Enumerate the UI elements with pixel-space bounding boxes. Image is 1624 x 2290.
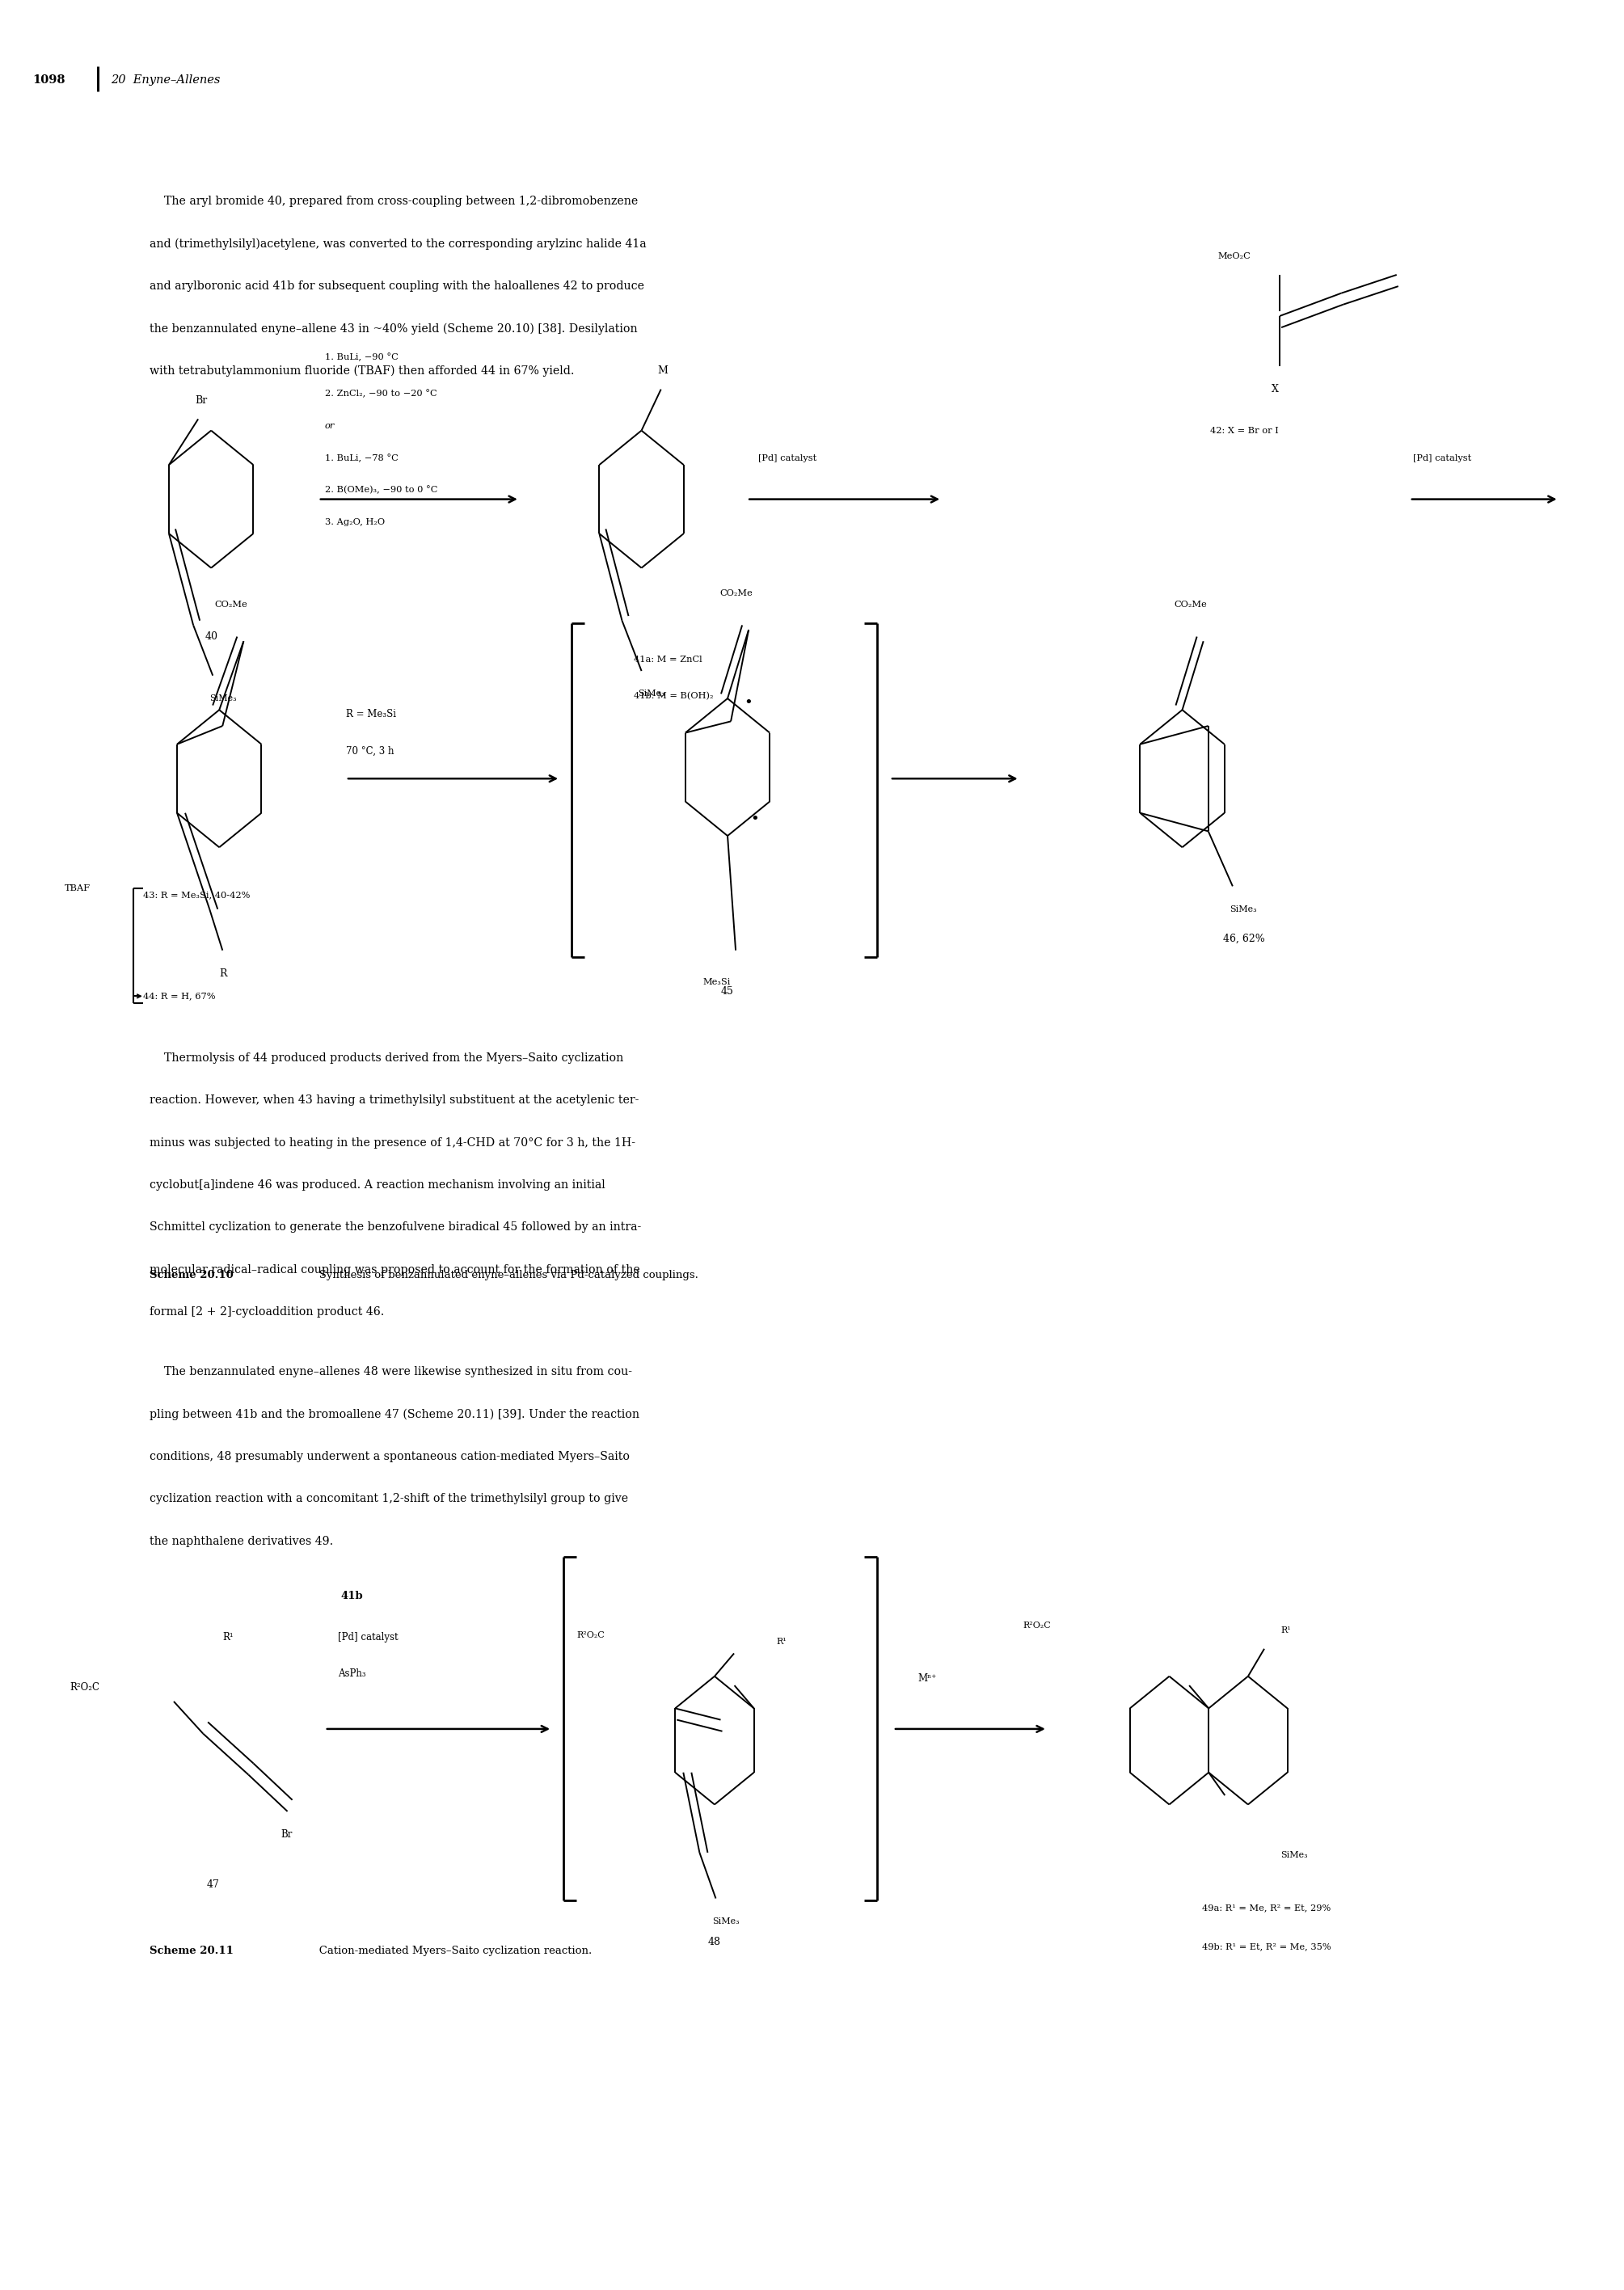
Text: with tetrabutylammonium fluoride (TBAF) then afforded 44 in 67% yield.: with tetrabutylammonium fluoride (TBAF) … xyxy=(149,364,575,378)
Text: SiMe₃: SiMe₃ xyxy=(1280,1850,1307,1859)
Text: •: • xyxy=(744,696,752,710)
Text: formal [2 + 2]-cycloaddition product 46.: formal [2 + 2]-cycloaddition product 46. xyxy=(149,1308,385,1317)
Text: the benzannulated enyne–allene 43 in ~40% yield (Scheme 20.10) [38]. Desilylatio: the benzannulated enyne–allene 43 in ~40… xyxy=(149,323,637,334)
Text: R¹: R¹ xyxy=(776,1637,786,1647)
Text: 1. BuLi, −78 °C: 1. BuLi, −78 °C xyxy=(325,453,398,463)
Text: 42: X = Br or I: 42: X = Br or I xyxy=(1210,426,1278,435)
Text: Schmittel cyclization to generate the benzofulvene biradical 45 followed by an i: Schmittel cyclization to generate the be… xyxy=(149,1223,641,1232)
Text: 40: 40 xyxy=(205,632,218,641)
Text: R²O₂C: R²O₂C xyxy=(70,1683,99,1692)
Text: R¹: R¹ xyxy=(222,1633,234,1642)
Text: 41a: M = ZnCl: 41a: M = ZnCl xyxy=(633,655,702,664)
Text: R¹: R¹ xyxy=(1280,1626,1291,1635)
Text: Scheme 20.11: Scheme 20.11 xyxy=(149,1946,234,1956)
Text: •: • xyxy=(750,813,758,827)
Text: 43: R = Me₃Si, 40-42%: 43: R = Me₃Si, 40-42% xyxy=(143,891,250,900)
Text: 20  Enyne–Allenes: 20 Enyne–Allenes xyxy=(110,76,219,85)
Text: 2. B(OMe)₃, −90 to 0 °C: 2. B(OMe)₃, −90 to 0 °C xyxy=(325,485,437,495)
Text: 49a: R¹ = Me, R² = Et, 29%: 49a: R¹ = Me, R² = Et, 29% xyxy=(1202,1903,1330,1912)
Text: 46, 62%: 46, 62% xyxy=(1223,934,1265,943)
Text: 44: R = H, 67%: 44: R = H, 67% xyxy=(143,992,216,1001)
Text: TBAF: TBAF xyxy=(65,884,91,893)
Text: SiMe₃: SiMe₃ xyxy=(713,1917,739,1926)
Text: pling between 41b and the bromoallene 47 (Scheme 20.11) [39]. Under the reaction: pling between 41b and the bromoallene 47… xyxy=(149,1408,640,1420)
Text: [Pd] catalyst: [Pd] catalyst xyxy=(758,453,817,463)
Text: Mⁿ⁺: Mⁿ⁺ xyxy=(918,1674,937,1683)
Text: Br: Br xyxy=(281,1830,292,1839)
Text: Scheme 20.10: Scheme 20.10 xyxy=(149,1271,234,1280)
Text: SiMe₃: SiMe₃ xyxy=(209,694,237,703)
Text: cyclobut[a]indene 46 was produced. A reaction mechanism involving an initial: cyclobut[a]indene 46 was produced. A rea… xyxy=(149,1179,606,1191)
Text: cyclization reaction with a concomitant 1,2-shift of the trimethylsilyl group to: cyclization reaction with a concomitant … xyxy=(149,1493,628,1505)
Text: 49b: R¹ = Et, R² = Me, 35%: 49b: R¹ = Et, R² = Me, 35% xyxy=(1202,1942,1330,1951)
Text: M: M xyxy=(658,366,667,376)
Text: reaction. However, when 43 having a trimethylsilyl substituent at the acetylenic: reaction. However, when 43 having a trim… xyxy=(149,1095,638,1106)
Text: the naphthalene derivatives 49.: the naphthalene derivatives 49. xyxy=(149,1537,333,1546)
Text: R: R xyxy=(219,969,227,978)
Text: 41b: M = B(OH)₂: 41b: M = B(OH)₂ xyxy=(633,692,713,701)
Text: The benzannulated enyne–allenes 48 were likewise synthesized in situ from cou-: The benzannulated enyne–allenes 48 were … xyxy=(149,1367,632,1376)
Text: R²O₂C: R²O₂C xyxy=(577,1630,604,1640)
Text: Br: Br xyxy=(195,396,208,405)
Text: The aryl bromide 40, prepared from cross-coupling between 1,2-dibromobenzene: The aryl bromide 40, prepared from cross… xyxy=(149,197,638,206)
Text: CO₂Me: CO₂Me xyxy=(1174,600,1207,609)
Text: CO₂Me: CO₂Me xyxy=(719,589,752,598)
Text: 41b: 41b xyxy=(341,1592,364,1601)
Text: R²O₂C: R²O₂C xyxy=(1023,1621,1051,1630)
Text: [Pd] catalyst: [Pd] catalyst xyxy=(338,1633,398,1642)
Text: AsPh₃: AsPh₃ xyxy=(338,1669,365,1679)
Text: 47: 47 xyxy=(206,1880,219,1889)
Text: SiMe₃: SiMe₃ xyxy=(1229,905,1257,914)
Text: 1098: 1098 xyxy=(32,76,65,85)
Text: MeO₂C: MeO₂C xyxy=(1218,252,1250,261)
Text: 1. BuLi, −90 °C: 1. BuLi, −90 °C xyxy=(325,353,398,362)
Text: Cation-mediated Myers–Saito cyclization reaction.: Cation-mediated Myers–Saito cyclization … xyxy=(309,1946,591,1956)
Text: Thermolysis of 44 produced products derived from the Myers–Saito cyclization: Thermolysis of 44 produced products deri… xyxy=(149,1053,624,1063)
Text: Me₃Si: Me₃Si xyxy=(703,978,731,987)
Text: 70 °C, 3 h: 70 °C, 3 h xyxy=(346,747,395,756)
Text: or: or xyxy=(325,421,335,431)
Text: X: X xyxy=(1272,385,1278,394)
Text: CO₂Me: CO₂Me xyxy=(214,600,247,609)
Text: [Pd] catalyst: [Pd] catalyst xyxy=(1413,453,1471,463)
Text: molecular radical–radical coupling was proposed to account for the formation of : molecular radical–radical coupling was p… xyxy=(149,1264,640,1276)
Text: Synthesis of benzannulated enyne–allenes via Pd-catalyzed couplings.: Synthesis of benzannulated enyne–allenes… xyxy=(309,1271,698,1280)
Text: SiMe₃: SiMe₃ xyxy=(638,689,666,698)
Text: conditions, 48 presumably underwent a spontaneous cation-mediated Myers–Saito: conditions, 48 presumably underwent a sp… xyxy=(149,1452,630,1461)
Text: 3. Ag₂O, H₂O: 3. Ag₂O, H₂O xyxy=(325,518,385,527)
Text: and (trimethylsilyl)acetylene, was converted to the corresponding arylzinc halid: and (trimethylsilyl)acetylene, was conve… xyxy=(149,238,646,250)
Text: 48: 48 xyxy=(708,1937,721,1946)
Text: 2. ZnCl₂, −90 to −20 °C: 2. ZnCl₂, −90 to −20 °C xyxy=(325,389,437,398)
Text: and arylboronic acid 41b for subsequent coupling with the haloallenes 42 to prod: and arylboronic acid 41b for subsequent … xyxy=(149,282,645,291)
Text: R = Me₃Si: R = Me₃Si xyxy=(346,710,396,719)
Text: minus was subjected to heating in the presence of 1,4-CHD at 70°C for 3 h, the 1: minus was subjected to heating in the pr… xyxy=(149,1138,635,1147)
Text: 45: 45 xyxy=(721,987,734,996)
